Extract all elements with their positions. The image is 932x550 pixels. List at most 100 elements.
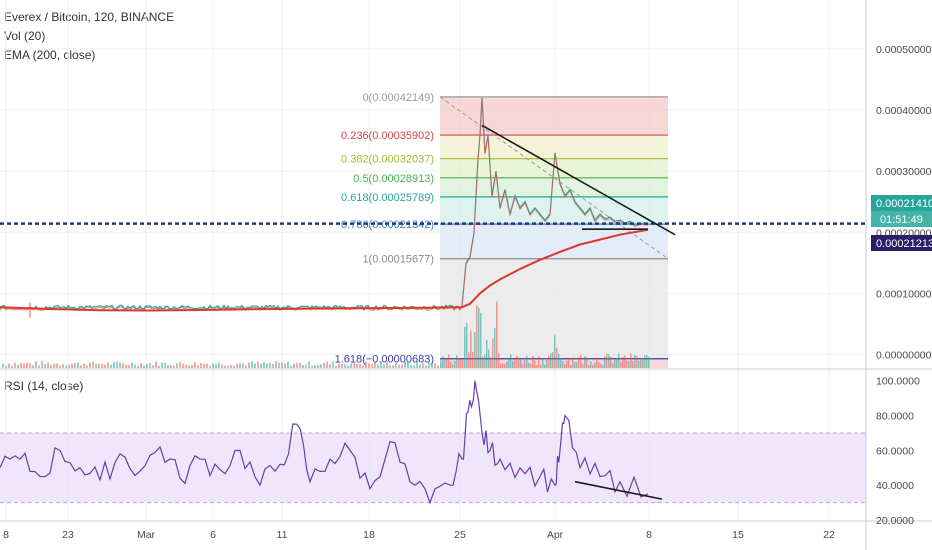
vol-legend[interactable]: Vol (20) xyxy=(4,29,46,43)
volume-bar xyxy=(98,363,100,368)
volume-bar xyxy=(416,361,418,368)
volume-bar xyxy=(128,364,130,368)
volume-bar xyxy=(630,353,632,368)
volume-bar xyxy=(450,362,452,368)
volume-bar xyxy=(272,363,274,368)
volume-bar xyxy=(648,356,650,368)
ema-legend[interactable]: EMA (200, close) xyxy=(4,48,96,62)
volume-bar xyxy=(20,362,22,368)
volume-bar xyxy=(626,360,628,368)
volume-bar xyxy=(600,363,602,368)
x-tick-label: Mar xyxy=(137,529,156,541)
volume-bar xyxy=(95,363,97,368)
volume-bar xyxy=(508,359,510,368)
volume-bar xyxy=(71,363,73,368)
volume-bar xyxy=(522,363,524,368)
volume-bar xyxy=(74,362,76,368)
volume-bar xyxy=(236,363,238,368)
volume-bar xyxy=(41,361,43,368)
volume-bar xyxy=(474,332,476,368)
x-tick-label: 25 xyxy=(454,529,466,541)
countdown-tag-text: 01:51:49 xyxy=(880,214,923,226)
volume-bar xyxy=(494,328,496,368)
volume-bars xyxy=(2,301,650,368)
volume-bar xyxy=(419,364,421,368)
volume-bar xyxy=(540,364,542,368)
x-tick-label: 18 xyxy=(363,529,375,541)
volume-bar xyxy=(233,365,235,368)
volume-bar xyxy=(604,356,606,368)
last-price-tag-text: 0.00021410 xyxy=(876,198,932,210)
legend-block: Everex / Bitcoin, 120, BINANCE Vol (20) … xyxy=(4,8,174,65)
volume-bar xyxy=(110,364,112,368)
volume-bar xyxy=(554,335,556,368)
volume-bar xyxy=(116,361,118,368)
volume-bar xyxy=(442,355,444,368)
volume-bar xyxy=(566,360,568,368)
volume-bar xyxy=(456,355,458,368)
volume-bar xyxy=(137,365,139,368)
volume-bar xyxy=(466,322,468,368)
volume-bar xyxy=(287,361,289,368)
volume-bar xyxy=(580,354,582,368)
volume-bar xyxy=(359,364,361,368)
volume-bar xyxy=(638,360,640,368)
volume-bar xyxy=(8,363,10,368)
volume-bar xyxy=(83,363,85,368)
volume-bar xyxy=(296,362,298,368)
fib-level-label: 0.382(0.00032037) xyxy=(341,154,434,166)
volume-bar xyxy=(374,362,376,368)
volume-bar xyxy=(610,356,612,368)
volume-bar xyxy=(326,361,328,368)
volume-bar xyxy=(502,363,504,368)
volume-bar xyxy=(17,364,19,368)
volume-bar xyxy=(179,361,181,368)
volume-bar xyxy=(209,365,211,368)
volume-bar xyxy=(140,363,142,368)
volume-bar xyxy=(510,354,512,368)
volume-bar xyxy=(576,362,578,368)
volume-bar xyxy=(230,365,232,368)
volume-bar xyxy=(464,326,466,368)
rsi-legend[interactable]: RSI (14, close) xyxy=(4,379,84,393)
volume-bar xyxy=(197,365,199,368)
volume-bar xyxy=(532,355,534,368)
rsi-y-tick-label: 20.0000 xyxy=(876,515,914,527)
volume-bar xyxy=(86,365,88,368)
volume-bar xyxy=(32,365,34,368)
volume-bar xyxy=(161,362,163,368)
volume-bar xyxy=(77,362,79,368)
volume-bar xyxy=(53,363,55,368)
volume-bar xyxy=(606,353,608,368)
volume-bar xyxy=(608,354,610,368)
volume-bar xyxy=(440,360,442,368)
volume-bar xyxy=(462,359,464,368)
volume-bar xyxy=(371,364,373,368)
volume-bar xyxy=(498,353,500,368)
volume-bar xyxy=(428,361,430,368)
volume-bar xyxy=(275,361,277,368)
volume-bar xyxy=(468,352,470,368)
volume-bar xyxy=(534,360,536,368)
volume-bar xyxy=(347,365,349,368)
symbol-title[interactable]: Everex / Bitcoin, 120, BINANCE xyxy=(4,10,175,24)
volume-bar xyxy=(401,364,403,368)
rsi-y-tick-label: 40.0000 xyxy=(876,480,914,492)
ema-price-tag xyxy=(871,235,932,251)
volume-bar xyxy=(206,363,208,368)
volume-bar xyxy=(564,363,566,368)
fib-level-label: 0.786(0.00021342) xyxy=(341,219,434,231)
volume-bar xyxy=(311,365,313,368)
volume-bar xyxy=(584,356,586,368)
volume-bar xyxy=(212,363,214,368)
volume-bar xyxy=(80,365,82,368)
volume-bar xyxy=(215,364,217,368)
volume-bar xyxy=(602,364,604,368)
volume-bar xyxy=(484,354,486,368)
volume-bar xyxy=(550,353,552,368)
volume-bar xyxy=(578,357,580,368)
volume-bar xyxy=(158,365,160,368)
x-tick-label: 23 xyxy=(62,529,74,541)
volume-bar xyxy=(470,330,472,368)
